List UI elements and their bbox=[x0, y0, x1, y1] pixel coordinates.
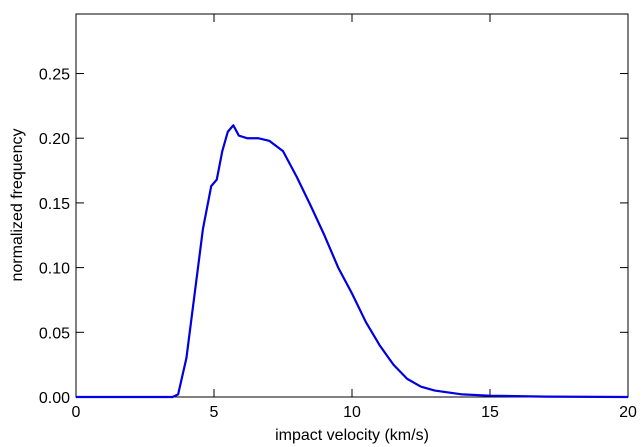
y-tick-label: 0.10 bbox=[39, 261, 70, 278]
y-axis-label: normalized frequency bbox=[9, 129, 26, 282]
y-tick-label: 0.25 bbox=[39, 67, 70, 84]
y-tick-label: 0.05 bbox=[39, 325, 70, 342]
y-tick-label: 0.00 bbox=[39, 390, 70, 407]
x-tick-label: 5 bbox=[210, 404, 219, 421]
x-tick-label: 10 bbox=[343, 404, 361, 421]
y-tick-label: 0.20 bbox=[39, 131, 70, 148]
line-series bbox=[76, 124, 629, 399]
x-tick-label: 0 bbox=[72, 404, 81, 421]
x-axis-label: impact velocity (km/s) bbox=[275, 427, 429, 444]
x-tick-label: 15 bbox=[481, 404, 499, 421]
y-tick-label: 0.15 bbox=[39, 196, 70, 213]
plot-frame bbox=[75, 13, 629, 398]
x-tick-label: 20 bbox=[619, 404, 637, 421]
